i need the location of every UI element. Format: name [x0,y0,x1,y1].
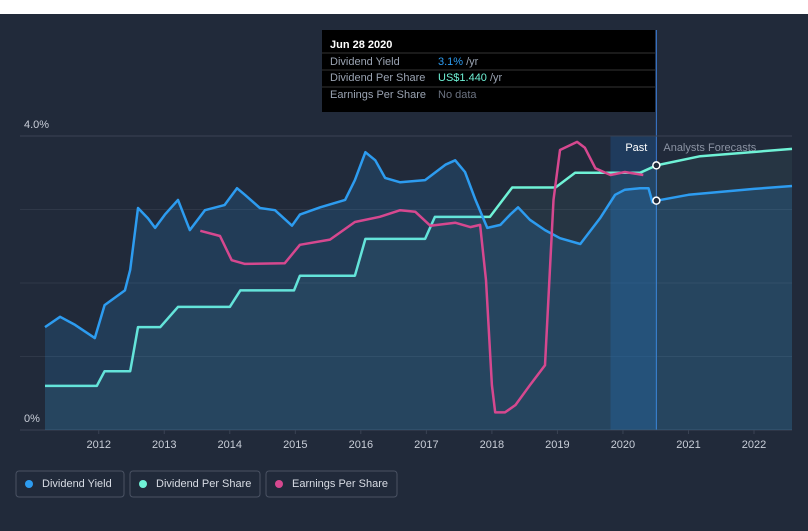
current-point [652,196,661,205]
tooltip: Jun 28 2020 Dividend Yield 3.1%/yr Divid… [322,30,655,112]
tooltip-label: Dividend Yield [330,56,400,68]
current-point [652,161,661,170]
x-tick-label: 2022 [742,439,766,451]
series-line [44,150,793,340]
x-tick-label: 2014 [218,439,242,451]
legend-item[interactable]: Dividend Per Share [129,470,261,498]
y-tick-label: 0% [24,413,40,425]
tooltip-label: Earnings Per Share [330,89,426,101]
legend-dot [139,480,147,488]
past-label: Past [625,142,647,154]
legend-item[interactable]: Earnings Per Share [265,470,398,498]
x-tick-label: 2021 [676,439,700,451]
legend-item[interactable]: Dividend Yield [15,470,125,498]
top-strip [0,0,808,14]
x-tick-label: 2019 [545,439,569,451]
legend-label: Dividend Yield [42,478,112,490]
tooltip-value: 3.1% [438,56,463,68]
legend-dot [25,480,33,488]
x-tick-label: 2012 [86,439,110,451]
tooltip-box [322,30,655,112]
area [45,148,792,430]
area [45,152,792,430]
x-tick-label: 2018 [480,439,504,451]
legend-button[interactable] [265,470,398,498]
x-tick-label: 2013 [152,439,176,451]
x-tick-label: 2016 [349,439,373,451]
past-region [610,136,657,430]
tooltip-date: Jun 28 2020 [330,39,392,51]
x-tick-label: 2020 [611,439,635,451]
x-tick-label: 2017 [414,439,438,451]
x-tick-label: 2015 [283,439,307,451]
legend-button[interactable] [129,470,261,498]
y-tick-label: 4.0% [24,119,49,131]
tooltip-value: No data [438,89,477,101]
tooltip-unit: /yr [466,56,479,68]
forecast-label: Analysts Forecasts [663,142,756,154]
plot: 0% 4.0% 2012 2013 2014 2015 2016 2017 2018 2019 20… [20,30,793,451]
tooltip-value: US$1.440/yr [438,72,502,84]
legend-button[interactable] [15,470,125,498]
legend-label: Dividend Per Share [156,478,251,490]
series-line [199,140,644,414]
legend-dot [275,480,283,488]
tooltip-value: US$1.440 [438,72,487,84]
tooltip-label: Dividend Per Share [330,72,425,84]
legend-label: Earnings Per Share [292,478,388,490]
tooltip-value: 3.1%/yr [438,56,479,68]
series-line [45,147,793,388]
legend: Dividend Yield Dividend Per Share Earnings… [15,470,398,498]
tooltip-unit: /yr [490,72,503,84]
